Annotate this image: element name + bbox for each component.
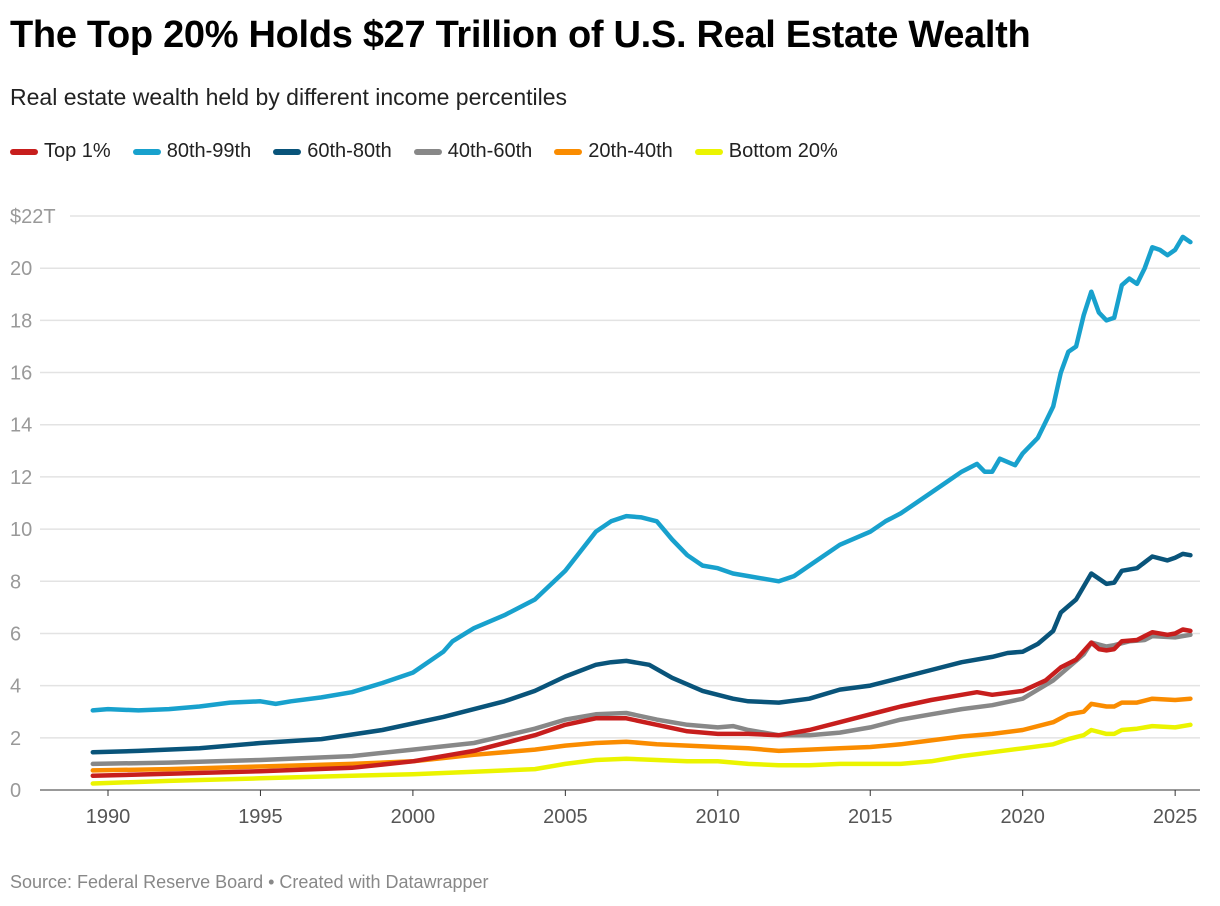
x-tick-label: 2000 — [391, 806, 436, 828]
x-tick-label: 1995 — [238, 806, 283, 828]
legend-label: 60th-80th — [307, 140, 392, 162]
y-tick-label: 12 — [10, 467, 32, 489]
legend-item: 80th-99th — [132, 140, 252, 163]
series-line-40th-60th — [90, 632, 1193, 767]
series-line-top-1- — [90, 627, 1193, 778]
x-tick-label: 2010 — [696, 806, 741, 828]
y-tick-label: 4 — [10, 676, 21, 698]
legend-swatch — [554, 148, 583, 155]
legend-label: 80th-99th — [166, 140, 252, 162]
legend-item: 60th-80th — [273, 140, 392, 163]
series-line-20th-40th — [90, 696, 1193, 773]
x-tick-label: 2025 — [1153, 806, 1198, 828]
legend-label: 20th-40th — [588, 140, 673, 162]
y-tick-label: 18 — [10, 310, 32, 332]
legend-swatch — [694, 148, 723, 155]
source-footer: Source: Federal Reserve Board • Created … — [10, 872, 489, 892]
legend-swatch — [10, 148, 38, 155]
x-tick-label: 2020 — [1000, 806, 1045, 828]
y-tick-label: 2 — [10, 728, 21, 750]
x-tick-label: 2015 — [848, 806, 893, 828]
y-tick-label: 8 — [10, 571, 21, 593]
legend-item: 40th-60th — [413, 140, 533, 163]
legend-swatch — [273, 148, 302, 155]
legend-swatch — [413, 148, 442, 155]
y-tick-label: $22T — [10, 206, 56, 228]
legend-label: Bottom 20% — [728, 140, 838, 162]
series-line-bottom-20- — [90, 722, 1193, 786]
y-tick-label: 20 — [10, 258, 32, 280]
y-tick-label: 16 — [10, 363, 32, 385]
legend-swatch — [132, 148, 161, 155]
legend-label: 40th-60th — [447, 140, 533, 162]
y-tick-label: 10 — [10, 519, 32, 541]
chart-subtitle: Real estate wealth held by different inc… — [10, 84, 568, 110]
series-line-60th-80th — [90, 551, 1193, 755]
legend-item: Bottom 20% — [694, 140, 838, 163]
legend-item: Top 1% — [10, 140, 111, 163]
line-chart: 0 2 4 6 8 10 12 14 16 18 20 $22T 1990 1995 2000 2005 201… — [10, 206, 1200, 828]
y-tick-label: 0 — [10, 780, 21, 802]
series-line-80th-99th — [90, 234, 1193, 713]
legend: Top 1% 80th-99th 60th-80th 40th-60th 20th-40… — [10, 140, 838, 163]
chart-title: The Top 20% Holds $27 Trillion of U.S. R… — [10, 14, 1031, 56]
x-tick-label: 2005 — [543, 806, 588, 828]
x-tick-label: 1990 — [86, 806, 131, 828]
legend-item: 20th-40th — [554, 140, 673, 163]
y-tick-label: 14 — [10, 415, 32, 437]
legend-label: Top 1% — [44, 140, 111, 162]
y-tick-label: 6 — [10, 623, 21, 645]
